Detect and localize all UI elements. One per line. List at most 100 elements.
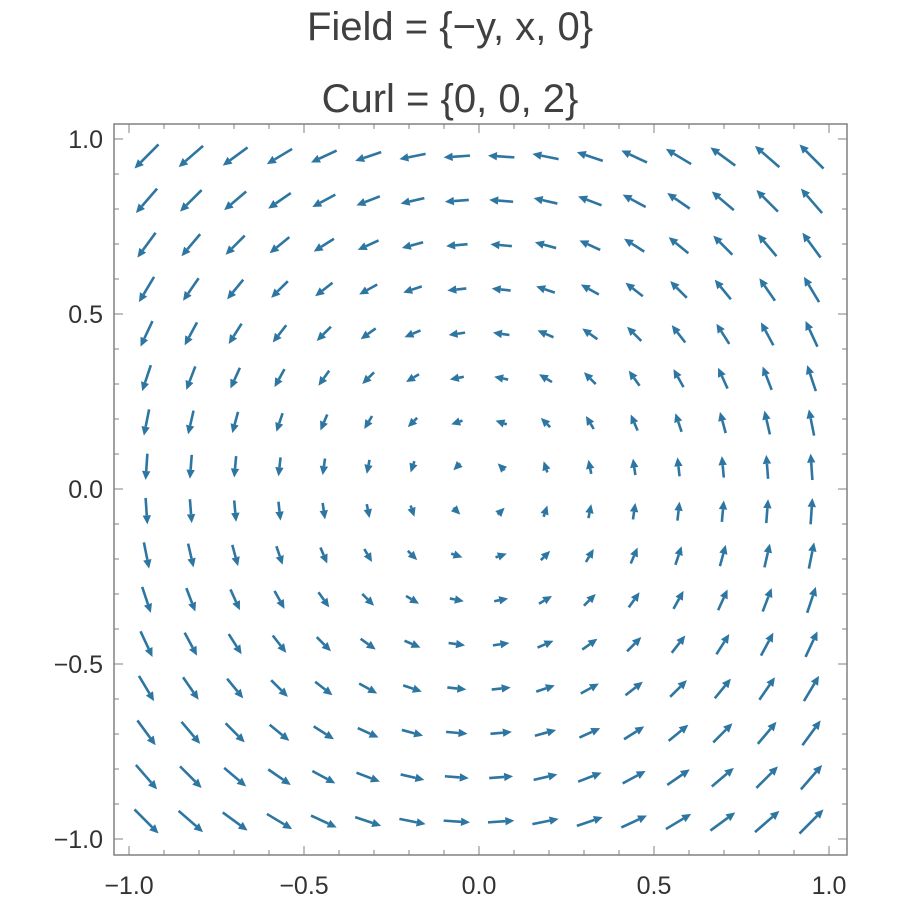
field-arrow bbox=[448, 329, 466, 338]
field-arrow bbox=[359, 637, 376, 650]
field-arrow bbox=[180, 720, 201, 744]
field-arrow bbox=[405, 594, 419, 604]
field-arrow bbox=[718, 367, 729, 390]
field-arrow bbox=[490, 728, 512, 737]
field-arrow bbox=[666, 769, 690, 787]
field-arrow bbox=[495, 507, 505, 518]
field-arrow bbox=[758, 677, 775, 701]
field-arrow bbox=[406, 549, 418, 561]
field-arrow bbox=[532, 816, 559, 826]
field-arrow bbox=[532, 151, 559, 161]
field-arrow bbox=[317, 591, 330, 608]
field-arrow bbox=[136, 719, 156, 746]
field-arrow bbox=[490, 240, 513, 250]
field-arrow bbox=[533, 196, 558, 205]
field-arrow bbox=[316, 325, 332, 341]
field-arrow bbox=[319, 547, 328, 564]
field-arrow bbox=[713, 678, 731, 700]
field-arrow bbox=[178, 144, 204, 168]
field-arrow bbox=[489, 772, 514, 782]
field-arrow bbox=[184, 321, 199, 346]
field-arrow bbox=[761, 588, 773, 612]
field-arrow bbox=[535, 684, 555, 693]
field-arrow bbox=[801, 720, 821, 747]
field-arrow bbox=[802, 232, 822, 259]
field-arrow bbox=[445, 728, 468, 738]
field-arrow bbox=[668, 237, 690, 255]
field-arrow bbox=[539, 550, 551, 562]
field-arrow bbox=[718, 544, 728, 567]
field-arrow bbox=[493, 596, 509, 605]
field-arrow bbox=[807, 453, 816, 481]
field-arrow bbox=[491, 684, 511, 693]
field-arrow bbox=[487, 152, 515, 161]
field-arrow bbox=[268, 723, 290, 741]
field-arrow bbox=[755, 766, 778, 789]
field-arrow bbox=[627, 326, 643, 342]
field-arrow bbox=[800, 188, 824, 214]
field-arrow bbox=[267, 768, 291, 785]
field-arrow bbox=[754, 810, 780, 834]
field-arrow bbox=[760, 322, 775, 346]
field-arrow bbox=[629, 547, 638, 564]
field-arrow bbox=[358, 682, 378, 694]
field-arrow bbox=[356, 195, 381, 207]
field-arrow bbox=[665, 148, 692, 166]
field-arrow bbox=[667, 724, 689, 742]
field-arrow bbox=[404, 639, 421, 648]
field-arrow bbox=[142, 542, 152, 569]
field-arrow bbox=[665, 813, 692, 831]
field-arrow bbox=[492, 329, 510, 339]
x-tick-label: 0.5 bbox=[637, 872, 672, 900]
field-arrow bbox=[579, 240, 601, 252]
field-arrow bbox=[489, 196, 514, 205]
field-arrow bbox=[403, 285, 423, 294]
field-arrow bbox=[763, 499, 772, 524]
field-arrow bbox=[802, 675, 820, 702]
field-arrow bbox=[718, 411, 727, 434]
field-arrow bbox=[671, 325, 687, 344]
field-arrow bbox=[627, 592, 640, 609]
field-arrow bbox=[319, 502, 328, 520]
field-arrow bbox=[762, 454, 772, 479]
field-arrow bbox=[495, 552, 507, 561]
field-arrow bbox=[314, 680, 333, 696]
field-arrow bbox=[674, 413, 683, 433]
field-arrow bbox=[803, 276, 821, 303]
field-arrow bbox=[185, 587, 197, 612]
y-tick-label: −1.0 bbox=[54, 826, 103, 854]
field-arrow bbox=[451, 417, 463, 426]
field-arrow bbox=[179, 765, 202, 788]
field-arrow bbox=[313, 725, 334, 740]
field-arrow bbox=[142, 497, 151, 525]
field-arrow bbox=[630, 458, 639, 476]
field-arrow bbox=[139, 630, 153, 657]
field-arrow bbox=[667, 193, 691, 210]
field-arrow bbox=[266, 147, 293, 165]
field-arrow bbox=[626, 637, 642, 653]
field-arrow bbox=[315, 281, 334, 297]
field-arrow bbox=[400, 773, 425, 782]
field-arrow bbox=[757, 234, 778, 258]
field-arrow bbox=[269, 236, 291, 254]
x-tick-label: 1.0 bbox=[812, 872, 847, 900]
field-arrow bbox=[404, 329, 421, 338]
field-arrow bbox=[135, 187, 159, 214]
plot-frame bbox=[113, 123, 848, 856]
field-arrow bbox=[221, 811, 248, 831]
field-arrow bbox=[142, 453, 151, 481]
field-arrow bbox=[710, 767, 734, 788]
y-tick-label: 0.0 bbox=[68, 476, 103, 504]
field-arrow bbox=[357, 239, 380, 250]
field-arrow bbox=[674, 457, 683, 477]
field-arrow bbox=[275, 545, 284, 565]
field-arrow bbox=[806, 409, 816, 436]
field-arrow bbox=[364, 459, 373, 474]
field-arrow bbox=[540, 417, 552, 429]
field-arrow bbox=[453, 460, 463, 471]
field-arrow bbox=[230, 455, 240, 478]
field-arrow bbox=[399, 817, 426, 827]
field-arrow bbox=[576, 816, 603, 828]
field-arrow bbox=[271, 634, 287, 653]
field-arrow bbox=[401, 728, 424, 738]
